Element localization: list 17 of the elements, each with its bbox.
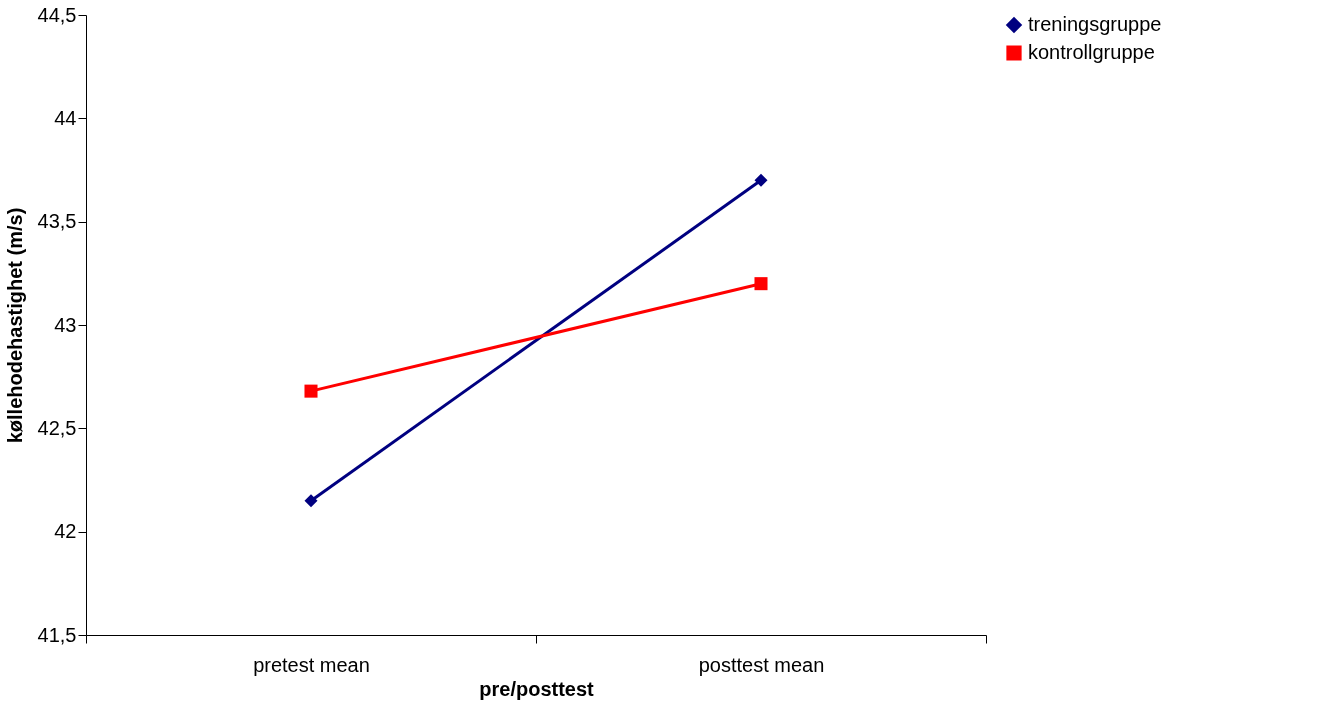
y-tick-label: 42,5 — [37, 416, 77, 439]
x-tick-label: posttest mean — [698, 653, 825, 676]
x-tick-label: pretest mean — [253, 653, 370, 676]
point — [754, 277, 768, 291]
legend-label: kontrollgruppe — [1028, 41, 1155, 63]
point — [754, 173, 768, 187]
y-tick-label: 43 — [54, 313, 77, 336]
legend-label: treningsgruppe — [1028, 13, 1162, 35]
y-tick-label: 42 — [54, 520, 77, 543]
y-axis-title: køllehodehastighet (m/s) — [3, 207, 26, 444]
point — [304, 494, 318, 508]
point — [304, 384, 318, 398]
y-tick-label: 43,5 — [37, 210, 77, 233]
y-tick-label: 44 — [54, 106, 77, 129]
y-tick-label: 41,5 — [37, 623, 77, 646]
x-axis-title: pre/posttest — [479, 677, 595, 700]
y-tick-label: 44,5 — [37, 3, 77, 26]
